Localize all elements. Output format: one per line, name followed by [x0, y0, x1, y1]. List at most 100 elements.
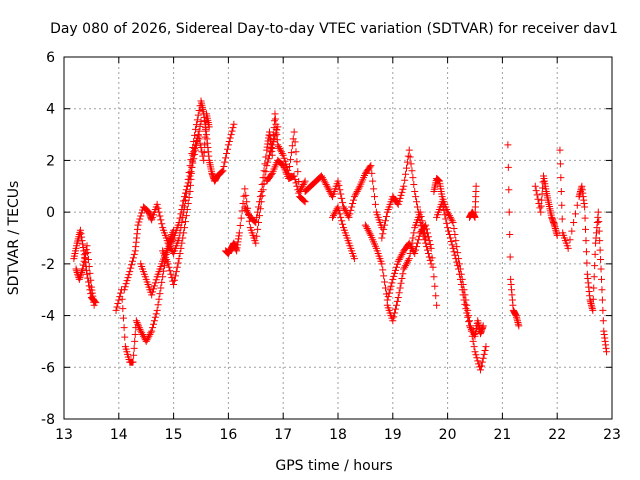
data-point-marker	[599, 306, 607, 314]
data-point-marker	[362, 223, 370, 231]
data-point-marker	[152, 310, 160, 318]
data-point-marker	[158, 278, 166, 286]
data-point-marker	[186, 187, 194, 195]
data-point-marker	[169, 236, 177, 244]
data-point-marker	[603, 348, 611, 356]
series-trace-l	[361, 221, 441, 309]
data-point-marker	[150, 317, 158, 325]
data-point-marker	[175, 218, 183, 226]
data-point-marker	[413, 243, 421, 251]
data-point-marker	[135, 218, 143, 226]
data-point-marker	[195, 135, 203, 143]
data-point-marker	[119, 314, 127, 322]
data-point-marker	[222, 154, 230, 162]
data-point-marker	[191, 144, 199, 152]
data-point-marker	[274, 141, 282, 149]
data-point-marker	[387, 282, 395, 290]
data-point-marker	[240, 192, 248, 200]
data-point-marker	[242, 205, 250, 213]
data-point-marker	[355, 184, 363, 192]
data-point-marker	[452, 255, 460, 263]
data-point-marker	[456, 275, 464, 283]
data-point-marker	[331, 208, 339, 216]
series-trace-j	[301, 162, 386, 232]
data-point-marker	[193, 116, 201, 124]
data-point-marker	[251, 218, 259, 226]
data-point-marker	[321, 179, 329, 187]
data-point-marker	[480, 350, 488, 358]
data-point-marker	[135, 324, 143, 332]
data-point-marker	[407, 160, 415, 168]
data-point-marker	[221, 158, 229, 166]
data-point-marker	[335, 181, 343, 189]
data-point-marker	[391, 309, 399, 317]
data-point-marker	[589, 295, 597, 303]
data-point-marker	[402, 170, 410, 178]
data-point-marker	[453, 243, 461, 251]
data-point-marker	[531, 182, 539, 190]
data-point-marker	[380, 225, 388, 233]
data-point-marker	[504, 163, 512, 171]
data-point-marker	[381, 221, 389, 229]
data-point-marker	[299, 196, 307, 204]
data-point-marker	[595, 218, 603, 226]
data-point-marker	[280, 154, 288, 162]
x-tick-label: 23	[603, 427, 621, 443]
y-tick-label: 4	[46, 102, 55, 118]
data-point-marker	[277, 148, 285, 156]
data-point-marker	[472, 182, 480, 190]
x-tick-label: 13	[55, 427, 73, 443]
data-point-marker	[258, 181, 266, 189]
data-point-marker	[175, 255, 183, 263]
data-point-marker	[271, 117, 279, 125]
data-point-marker	[286, 162, 294, 170]
data-point-marker	[396, 284, 404, 292]
data-point-marker	[413, 198, 421, 206]
data-point-marker	[142, 337, 150, 345]
data-point-marker	[83, 270, 91, 278]
data-point-marker	[421, 236, 429, 244]
data-point-marker	[294, 168, 302, 176]
data-point-marker	[325, 186, 333, 194]
data-point-marker	[416, 208, 424, 216]
data-point-marker	[429, 263, 437, 271]
data-point-marker	[187, 169, 195, 177]
data-point-marker	[403, 164, 410, 172]
data-point-marker	[259, 174, 267, 182]
data-point-marker	[427, 260, 435, 268]
data-point-marker	[262, 168, 270, 176]
data-point-marker	[318, 172, 326, 180]
data-point-marker	[226, 134, 234, 142]
data-point-marker	[121, 333, 129, 341]
data-point-marker	[388, 279, 396, 287]
data-point-marker	[186, 181, 194, 189]
series-trace-f	[159, 110, 213, 289]
data-point-marker	[145, 332, 153, 340]
data-point-marker	[254, 208, 262, 216]
data-point-marker	[174, 259, 182, 267]
data-point-marker	[504, 141, 512, 149]
data-point-marker	[289, 135, 297, 143]
data-point-marker	[112, 306, 120, 314]
data-point-marker	[158, 220, 166, 228]
data-point-marker	[167, 239, 175, 247]
data-point-marker	[132, 317, 140, 325]
data-point-marker	[363, 225, 371, 233]
data-point-marker	[176, 214, 184, 222]
data-point-marker	[338, 217, 346, 225]
data-point-marker	[136, 325, 144, 333]
x-tick-label: 15	[165, 427, 183, 443]
data-point-marker	[537, 208, 545, 216]
data-point-marker	[243, 198, 251, 206]
data-point-marker	[477, 362, 485, 370]
data-point-marker	[80, 257, 88, 265]
data-point-marker	[505, 208, 513, 216]
data-point-marker	[390, 272, 398, 280]
data-point-marker	[260, 167, 268, 175]
x-tick-label: 18	[329, 427, 347, 443]
data-point-marker	[448, 217, 456, 225]
data-point-marker	[476, 363, 484, 371]
data-point-marker	[427, 244, 435, 252]
data-point-marker	[459, 291, 467, 299]
data-point-marker	[353, 187, 361, 195]
